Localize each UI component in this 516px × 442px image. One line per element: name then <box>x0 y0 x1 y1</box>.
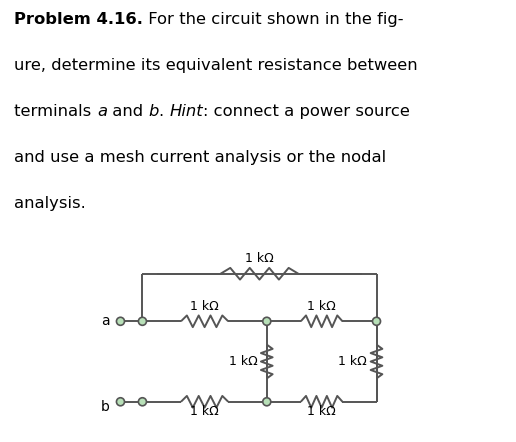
Text: terminals: terminals <box>14 104 97 119</box>
Text: 1 kΩ: 1 kΩ <box>229 355 257 368</box>
Circle shape <box>373 317 380 325</box>
Circle shape <box>138 317 147 325</box>
Text: and: and <box>107 104 148 119</box>
Circle shape <box>263 317 271 325</box>
Text: a: a <box>97 104 107 119</box>
Text: : connect a power source: : connect a power source <box>203 104 410 119</box>
Text: and use a mesh current analysis or the nodal: and use a mesh current analysis or the n… <box>14 150 386 165</box>
Text: Problem 4.16.: Problem 4.16. <box>14 12 143 27</box>
Text: 1 kΩ: 1 kΩ <box>307 300 336 312</box>
Text: 1 kΩ: 1 kΩ <box>307 405 336 418</box>
Text: 1 kΩ: 1 kΩ <box>190 300 219 312</box>
Circle shape <box>117 398 124 406</box>
Text: b: b <box>101 400 109 414</box>
Circle shape <box>263 398 271 406</box>
Text: ure, determine its equivalent resistance between: ure, determine its equivalent resistance… <box>14 58 418 73</box>
Text: analysis.: analysis. <box>14 195 86 210</box>
Text: a: a <box>101 314 109 328</box>
Text: b: b <box>148 104 159 119</box>
Text: 1 kΩ: 1 kΩ <box>190 405 219 418</box>
Text: 1 kΩ: 1 kΩ <box>245 252 274 265</box>
Circle shape <box>117 317 124 325</box>
Circle shape <box>138 398 147 406</box>
Text: 1 kΩ: 1 kΩ <box>338 355 367 368</box>
Text: For the circuit shown in the fig-: For the circuit shown in the fig- <box>143 12 404 27</box>
Text: Hint: Hint <box>169 104 203 119</box>
Text: .: . <box>159 104 169 119</box>
